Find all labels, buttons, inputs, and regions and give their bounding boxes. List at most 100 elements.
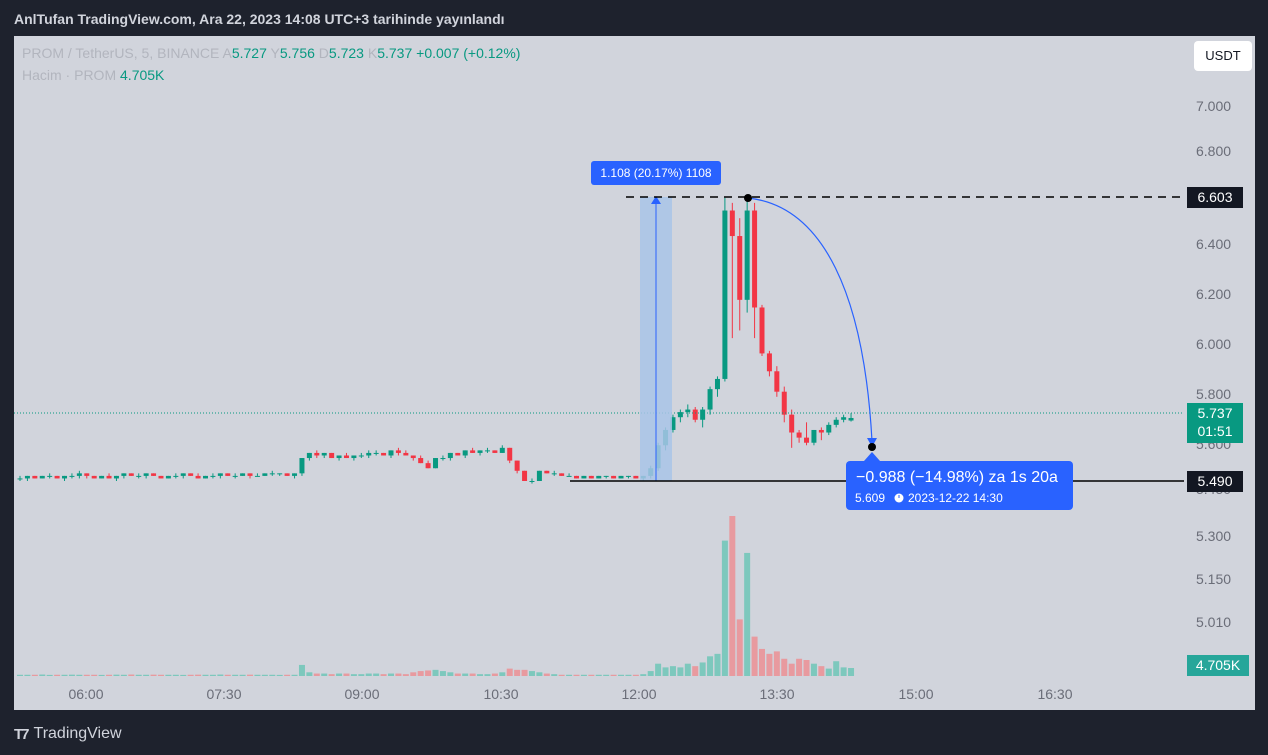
candle[interactable] [203, 475, 208, 479]
candle[interactable] [225, 473, 231, 476]
candle[interactable] [240, 473, 246, 476]
candle[interactable] [410, 455, 416, 459]
candle[interactable] [306, 452, 312, 459]
candle[interactable] [536, 470, 542, 481]
candle[interactable] [128, 473, 134, 476]
candle[interactable] [544, 470, 550, 474]
candle[interactable] [247, 473, 253, 476]
candle[interactable] [165, 475, 171, 479]
candle[interactable] [62, 475, 68, 479]
candle[interactable] [91, 475, 97, 479]
candle[interactable] [492, 450, 498, 453]
candle[interactable] [729, 210, 735, 237]
candle[interactable] [447, 452, 453, 459]
candle[interactable] [425, 463, 431, 469]
candle[interactable] [151, 473, 157, 476]
candle[interactable] [818, 429, 824, 433]
candle[interactable] [113, 475, 119, 479]
candle[interactable] [180, 473, 186, 476]
candle[interactable] [618, 475, 624, 479]
candle[interactable] [566, 475, 572, 477]
candle[interactable] [484, 450, 490, 452]
candle[interactable] [700, 409, 706, 420]
candle[interactable] [373, 452, 379, 454]
candle[interactable] [418, 458, 424, 464]
candle[interactable] [195, 475, 201, 479]
candle[interactable] [796, 432, 802, 438]
candle[interactable] [685, 409, 691, 413]
candle[interactable] [722, 210, 728, 379]
candle[interactable] [551, 473, 557, 475]
candle[interactable] [84, 473, 90, 476]
candle[interactable] [277, 473, 283, 475]
candle[interactable] [254, 475, 260, 477]
candle[interactable] [76, 473, 82, 476]
volume-legend-label[interactable]: Hacim · PROM [22, 67, 117, 83]
candle[interactable] [299, 458, 305, 474]
candle[interactable] [841, 417, 847, 420]
footer-brand[interactable]: T7 TradingView [14, 722, 122, 746]
candle[interactable] [351, 455, 357, 459]
candle[interactable] [210, 475, 216, 477]
candle[interactable] [588, 475, 594, 479]
candle[interactable] [106, 475, 112, 479]
candle[interactable] [499, 447, 505, 453]
candle[interactable] [633, 475, 639, 479]
candle[interactable] [766, 353, 772, 372]
candle[interactable] [714, 378, 720, 390]
projection-arc[interactable] [747, 197, 873, 442]
candle[interactable] [596, 475, 602, 479]
candle[interactable] [69, 475, 75, 477]
candle[interactable] [336, 455, 342, 459]
candle[interactable] [314, 452, 320, 456]
candle[interactable] [522, 470, 528, 481]
candle[interactable] [32, 475, 38, 479]
price-chart[interactable]: 1.108 (20.17%) 1108 −0.988 (−14.98%) za … [14, 36, 1255, 710]
candle[interactable] [774, 371, 780, 392]
candle[interactable] [366, 452, 372, 456]
candle[interactable] [670, 417, 676, 430]
candle[interactable] [611, 475, 617, 479]
candle[interactable] [692, 409, 698, 420]
candle[interactable] [603, 475, 609, 477]
candle[interactable] [477, 450, 483, 453]
candle[interactable] [507, 447, 513, 461]
candle[interactable] [848, 417, 854, 421]
candle[interactable] [433, 458, 439, 469]
candle[interactable] [707, 389, 713, 410]
candle[interactable] [789, 414, 795, 433]
candle[interactable] [462, 450, 468, 456]
candle[interactable] [381, 452, 387, 456]
candle[interactable] [217, 473, 223, 476]
candle[interactable] [737, 236, 743, 300]
candle[interactable] [581, 475, 587, 479]
candle[interactable] [47, 475, 53, 477]
candle[interactable] [759, 307, 765, 354]
candle[interactable] [269, 473, 275, 475]
candle[interactable] [321, 452, 327, 456]
projection-start-point[interactable] [744, 194, 752, 202]
chart-panel[interactable]: 1.108 (20.17%) 1108 −0.988 (−14.98%) za … [14, 36, 1255, 710]
candle[interactable] [143, 473, 149, 476]
candle[interactable] [804, 437, 810, 443]
candle[interactable] [752, 210, 758, 308]
candle[interactable] [292, 473, 298, 476]
candle[interactable] [99, 475, 105, 479]
candle[interactable] [24, 475, 30, 479]
candle[interactable] [529, 481, 535, 482]
candle[interactable] [388, 450, 394, 456]
candle[interactable] [232, 475, 238, 477]
candle[interactable] [136, 475, 142, 477]
candle[interactable] [262, 473, 268, 476]
candle[interactable] [625, 475, 631, 477]
candle[interactable] [470, 450, 476, 453]
candle[interactable] [514, 460, 520, 471]
candle[interactable] [440, 458, 446, 460]
symbol-name[interactable]: PROM / TetherUS, 5, BINANCE [22, 45, 220, 61]
candle[interactable] [677, 412, 683, 418]
candle[interactable] [284, 473, 290, 476]
candle[interactable] [744, 210, 750, 300]
candle[interactable] [559, 473, 565, 476]
candle[interactable] [574, 475, 579, 479]
candle[interactable] [173, 475, 179, 477]
